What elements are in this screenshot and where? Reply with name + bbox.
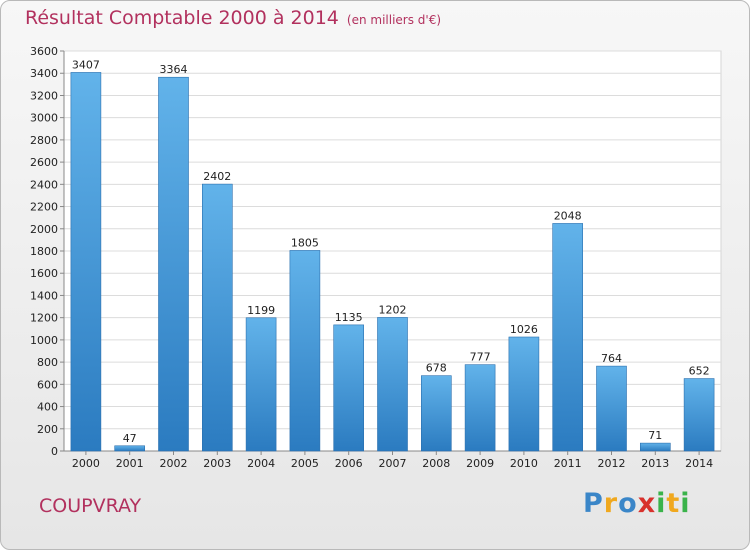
bar-2011 [552, 223, 584, 452]
logo-letter: o [618, 488, 638, 519]
data-label-2001: 47 [123, 432, 137, 445]
y-tick-label: 3400 [30, 67, 58, 80]
logo-letter: t [666, 488, 681, 519]
y-tick-label: 2200 [30, 201, 58, 214]
bar-2010 [508, 336, 540, 452]
y-tick-label: 1800 [30, 245, 58, 258]
y-tick-label: 2000 [30, 223, 58, 236]
chart-subtitle: (en milliers d'€) [346, 13, 442, 27]
location-label: COUPVRAY [39, 495, 142, 517]
x-tick-label-2014: 2014 [685, 457, 713, 470]
x-tick-label-2009: 2009 [466, 457, 494, 470]
data-label-2007: 1202 [379, 303, 407, 316]
bar-2005 [289, 250, 321, 452]
data-label-2009: 777 [470, 351, 491, 364]
data-label-2008: 678 [426, 362, 447, 375]
data-label-2012: 764 [601, 352, 622, 365]
logo-letter: i [680, 488, 691, 519]
y-tick-label: 2800 [30, 134, 58, 147]
bar-2012 [596, 365, 627, 452]
x-tick-label-2002: 2002 [160, 457, 188, 470]
y-tick-label: 3600 [30, 45, 58, 58]
data-label-2006: 1135 [335, 311, 363, 324]
y-tick-label: 2400 [30, 178, 58, 191]
bar-2001 [114, 445, 145, 452]
x-tick-label-2005: 2005 [291, 457, 319, 470]
y-tick-label: 400 [37, 401, 58, 414]
logo-letter: r [603, 488, 619, 519]
y-tick-label: 3000 [30, 112, 58, 125]
bar-2009 [464, 364, 496, 452]
y-tick-label: 600 [37, 378, 58, 391]
x-tick-label-2008: 2008 [422, 457, 450, 470]
bar-2002 [158, 76, 189, 452]
data-label-2005: 1805 [291, 236, 319, 249]
data-label-2003: 2402 [203, 170, 231, 183]
x-tick-label-2013: 2013 [641, 457, 669, 470]
bar-2004 [245, 317, 277, 452]
x-tick-label-2001: 2001 [116, 457, 144, 470]
bar-2000 [70, 72, 102, 452]
x-tick-label-2004: 2004 [247, 457, 275, 470]
data-label-2010: 1026 [510, 323, 538, 336]
x-tick-label-2010: 2010 [510, 457, 538, 470]
x-tick-label-2003: 2003 [203, 457, 231, 470]
chart-title: Résultat Comptable 2000 à 2014 (en millie… [25, 7, 441, 29]
bar-2014 [683, 378, 715, 452]
logo-letter: x [637, 488, 657, 519]
bar-2006 [333, 324, 365, 452]
y-tick-label: 200 [37, 423, 58, 436]
data-label-2000: 3407 [72, 58, 100, 71]
bar-2008 [420, 375, 452, 452]
x-tick-label-2007: 2007 [379, 457, 407, 470]
bar-2007 [377, 317, 408, 452]
proxiti-logo: Proxiti [583, 488, 691, 519]
y-tick-label: 3200 [30, 89, 58, 102]
y-tick-label: 1600 [30, 267, 58, 280]
logo-letter: P [583, 488, 604, 519]
y-tick-label: 1200 [30, 312, 58, 325]
data-label-2014: 652 [689, 365, 710, 378]
x-tick-label-2000: 2000 [72, 457, 100, 470]
chart-title-text: Résultat Comptable 2000 à 2014 [25, 7, 339, 29]
x-tick-label-2006: 2006 [335, 457, 363, 470]
y-tick-label: 1000 [30, 334, 58, 347]
y-tick-label: 2600 [30, 156, 58, 169]
x-tick-label-2011: 2011 [554, 457, 582, 470]
y-tick-label: 0 [51, 445, 58, 458]
data-label-2002: 3364 [160, 63, 188, 76]
data-label-2011: 2048 [554, 209, 582, 222]
logo-letter: i [656, 488, 667, 519]
x-tick-label-2012: 2012 [598, 457, 626, 470]
bar-2013 [639, 442, 671, 452]
data-label-2013: 71 [648, 429, 662, 442]
data-label-2004: 1199 [247, 304, 275, 317]
y-tick-label: 1400 [30, 289, 58, 302]
bar-2003 [202, 183, 233, 452]
y-tick-label: 800 [37, 356, 58, 369]
